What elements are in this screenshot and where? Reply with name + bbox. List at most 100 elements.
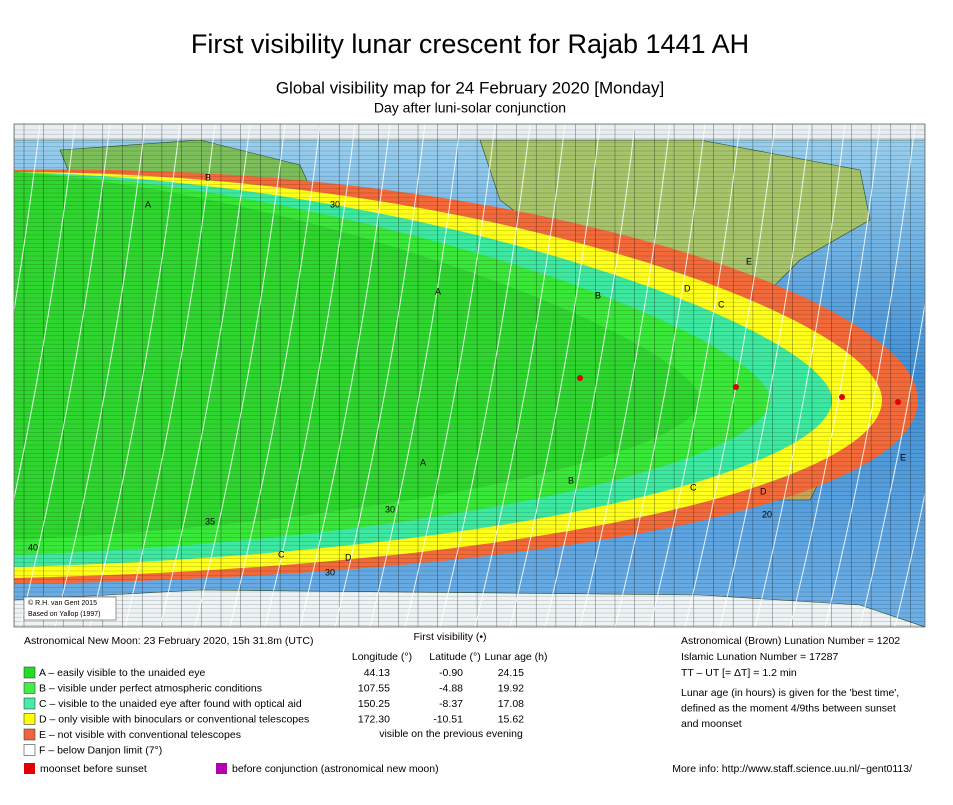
legend-swatch — [23, 728, 36, 741]
zone-a — [14, 172, 700, 540]
time-line — [824, 124, 916, 627]
map-label: A — [145, 199, 151, 209]
time-line — [894, 491, 925, 627]
new-moon: Astronomical New Moon: 23 February 2020,… — [24, 635, 313, 647]
time-line — [19, 124, 111, 627]
fv-cell: 107.55 — [358, 682, 390, 694]
time-lines — [0, 124, 953, 627]
legend-label: C – visible to the unaided eye after fou… — [39, 698, 302, 710]
legend-swatch — [23, 744, 36, 756]
fv-table: Longitude (°) Latitude (°) Lunar age (h) 44… — [352, 651, 548, 726]
time-line — [859, 300, 925, 627]
fv-column: Latitude (°) — [429, 651, 480, 663]
legend-label: moonset before sunset — [40, 763, 147, 775]
time-line — [54, 124, 146, 627]
time-line — [544, 124, 636, 627]
legend-swatch — [23, 682, 36, 694]
fv-cell: 24.15 — [498, 667, 524, 679]
legend-swatch — [23, 697, 36, 710]
time-line — [439, 124, 531, 627]
credit-box — [23, 596, 117, 621]
time-line — [0, 124, 5, 627]
time-line — [404, 124, 496, 627]
legend-label: D – only visible with binoculars or conv… — [39, 713, 309, 725]
map-labels: A B C D E A B C D E 30 40 30 30 35 20 A B C D — [28, 172, 906, 577]
fv-cell: 44.13 — [364, 667, 390, 679]
fv-cell: -10.51 — [433, 713, 463, 725]
time-line — [614, 124, 706, 627]
time-line — [334, 124, 426, 627]
map-label: 40 — [28, 542, 38, 552]
legend: A – easily visible to the unaided eye B –… — [23, 666, 439, 775]
map-label: A — [435, 286, 441, 296]
time-line — [159, 124, 251, 627]
legend-swatch — [24, 763, 35, 774]
visibility-point — [733, 384, 739, 390]
legend-swatch — [23, 666, 36, 679]
credit: Based on Yallop (1997) — [28, 611, 101, 618]
time-line — [299, 124, 391, 627]
legend-label: F – below Danjon limit (7°) — [39, 744, 162, 756]
title: First visibility lunar crescent for Raja… — [191, 29, 749, 59]
time-line — [14, 124, 41, 314]
visibility-point — [839, 394, 845, 400]
map-label: E — [900, 452, 906, 462]
credit: © R.H. van Gent 2015 — [28, 599, 97, 607]
visibility-point — [895, 399, 901, 405]
map-label: C — [690, 482, 697, 492]
time-line — [474, 124, 566, 627]
more-info: More info: http://www.staff.science.uu.n… — [672, 763, 912, 775]
map-label: 30 — [330, 199, 340, 209]
fv-note: visible on the previous evening — [379, 728, 523, 740]
map-label: D — [345, 552, 352, 562]
time-line — [684, 124, 776, 627]
time-line — [124, 124, 216, 627]
map-label: 20 — [762, 509, 772, 519]
info-line: TT – UT [= ΔT] = 1.2 min — [681, 667, 797, 679]
map-label: D — [760, 486, 767, 496]
info: Astronomical (Brown) Lunation Number = 1… — [681, 635, 900, 730]
legend-label: before conjunction (astronomical new moo… — [232, 763, 439, 775]
time-line — [14, 124, 76, 502]
time-line — [579, 124, 671, 627]
map-label: B — [205, 172, 211, 182]
info-note: defined as the moment 4/9ths between sun… — [681, 702, 896, 714]
time-line — [930, 124, 953, 627]
time-line — [264, 124, 356, 627]
map-label: B — [568, 475, 574, 485]
fv-column: Longitude (°) — [352, 651, 412, 663]
info-line: Islamic Lunation Number = 17287 — [681, 651, 838, 663]
time-line — [754, 124, 846, 627]
map-label: C — [718, 299, 725, 309]
map-frame — [13, 123, 926, 628]
time-line — [719, 124, 811, 627]
fv-cell: 19.92 — [498, 682, 524, 694]
fv-cell: 17.08 — [498, 698, 524, 710]
map-label: D — [684, 283, 691, 293]
info-line: Astronomical (Brown) Lunation Number = 1… — [681, 635, 900, 647]
legend-label: B – visible under perfect atmospheric co… — [39, 682, 262, 694]
time-line — [509, 124, 601, 627]
fv-column: Lunar age (h) — [484, 651, 547, 663]
time-line — [194, 124, 286, 627]
info-note: and moonset — [681, 718, 742, 730]
fv-cell: 150.25 — [358, 698, 390, 710]
subtitle2: Day after luni-solar conjunction — [374, 100, 566, 116]
map: A B C D E A B C D E 30 40 30 30 35 20 A B C D © R.H. van Ge… — [0, 124, 953, 627]
time-line — [369, 124, 461, 627]
map-label: A — [420, 457, 426, 467]
fv-cell: -4.88 — [439, 682, 463, 694]
legend-label: E – not visible with conventional telesc… — [39, 729, 241, 741]
fv-cell: -8.37 — [439, 698, 463, 710]
time-line — [649, 124, 741, 627]
fv-cell: 172.30 — [358, 713, 390, 725]
map-label: 35 — [205, 516, 215, 526]
subtitle: Global visibility map for 24 February 20… — [276, 78, 664, 97]
time-line — [89, 124, 181, 627]
fv-cell: -0.90 — [439, 667, 463, 679]
info-note: Lunar age (in hours) is given for the 'b… — [681, 687, 899, 699]
legend-swatch — [23, 713, 36, 725]
legend-swatch — [216, 763, 227, 774]
map-label: E — [746, 256, 752, 266]
